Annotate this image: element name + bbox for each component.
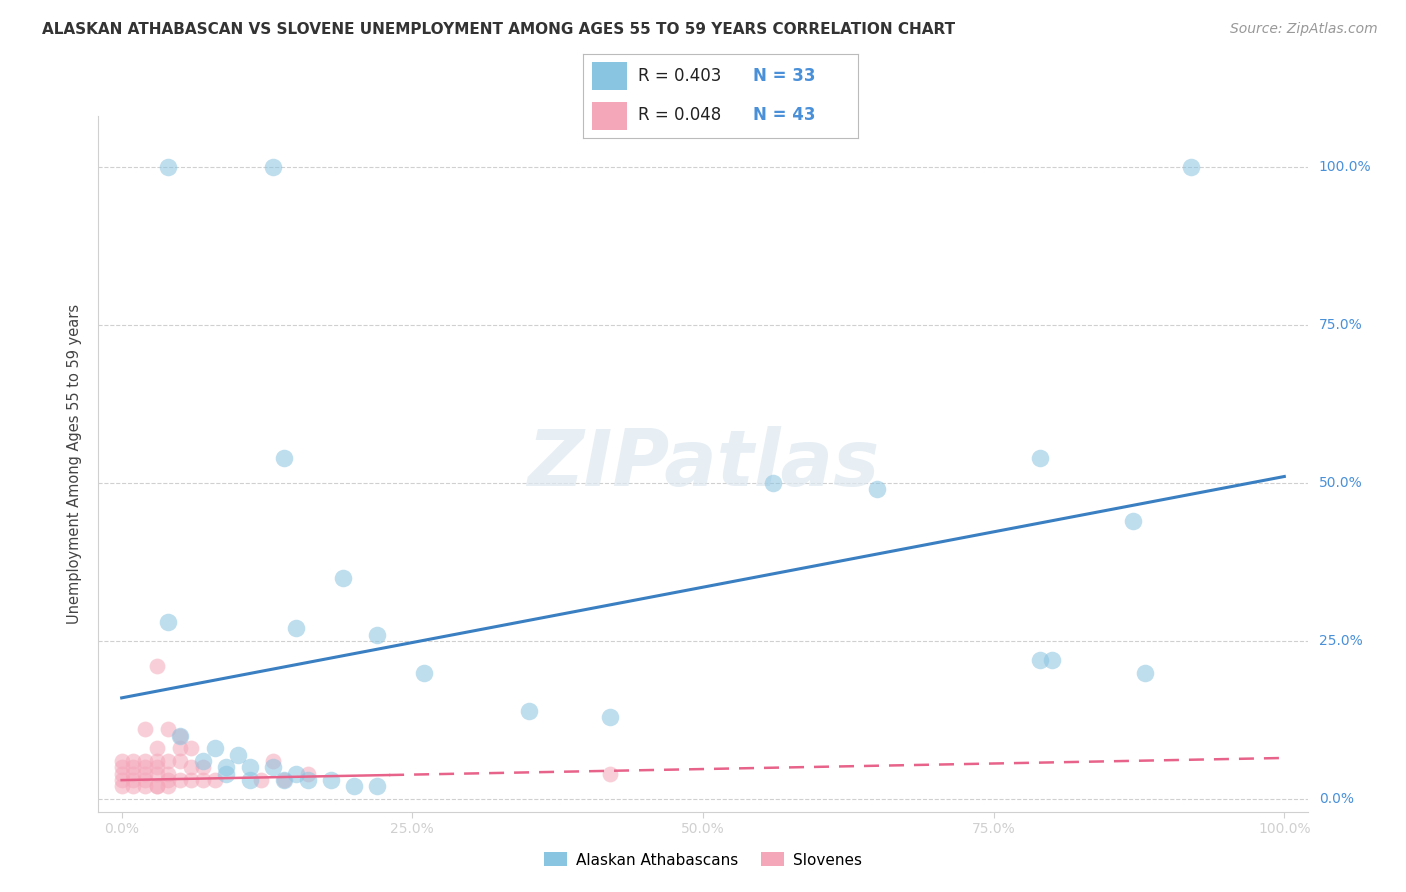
Point <box>180 773 202 788</box>
Point <box>262 754 284 768</box>
Point <box>134 773 156 788</box>
Text: ZIPatlas: ZIPatlas <box>527 425 879 502</box>
Point <box>157 615 180 629</box>
Text: N = 43: N = 43 <box>754 106 815 124</box>
Text: 25.0%: 25.0% <box>1319 634 1362 648</box>
Point <box>169 729 191 743</box>
Point <box>1180 160 1202 174</box>
Point <box>239 773 262 788</box>
Point <box>239 760 262 774</box>
Text: N = 33: N = 33 <box>754 67 815 85</box>
Legend: Alaskan Athabascans, Slovenes: Alaskan Athabascans, Slovenes <box>537 847 869 873</box>
Point <box>1029 653 1052 667</box>
Point <box>762 475 785 490</box>
Y-axis label: Unemployment Among Ages 55 to 59 years: Unemployment Among Ages 55 to 59 years <box>67 304 83 624</box>
Point <box>145 766 167 780</box>
Point <box>169 729 191 743</box>
Point <box>250 773 273 788</box>
Point <box>319 773 342 788</box>
Point <box>180 760 202 774</box>
Point <box>226 747 249 762</box>
Point <box>122 760 145 774</box>
Point <box>1029 450 1052 465</box>
Point <box>599 710 621 724</box>
Point <box>204 773 226 788</box>
Point <box>145 780 167 794</box>
FancyBboxPatch shape <box>592 102 627 130</box>
Point <box>169 773 191 788</box>
Point <box>180 741 202 756</box>
Point <box>191 760 214 774</box>
Point <box>215 760 238 774</box>
Point <box>1133 665 1156 680</box>
Point <box>157 766 180 780</box>
Point <box>134 723 156 737</box>
Point <box>285 621 308 635</box>
Point <box>191 773 214 788</box>
Text: 100.0%: 100.0% <box>1319 160 1371 174</box>
Point <box>297 766 319 780</box>
Point <box>366 780 388 794</box>
Point <box>866 482 889 496</box>
Point <box>273 773 295 788</box>
Point <box>262 160 284 174</box>
Text: ALASKAN ATHABASCAN VS SLOVENE UNEMPLOYMENT AMONG AGES 55 TO 59 YEARS CORRELATION: ALASKAN ATHABASCAN VS SLOVENE UNEMPLOYME… <box>42 22 955 37</box>
Point <box>134 780 156 794</box>
Point <box>134 754 156 768</box>
Text: 50.0%: 50.0% <box>1319 475 1362 490</box>
Text: 75.0%: 75.0% <box>1319 318 1362 332</box>
Point <box>297 773 319 788</box>
Point <box>285 766 308 780</box>
Point <box>599 766 621 780</box>
Point <box>273 773 295 788</box>
Point <box>111 780 134 794</box>
Point <box>204 741 226 756</box>
Point <box>145 659 167 673</box>
Point <box>111 754 134 768</box>
Point <box>413 665 436 680</box>
Point <box>122 773 145 788</box>
Point <box>157 780 180 794</box>
Point <box>517 704 540 718</box>
Point <box>215 766 238 780</box>
Point <box>111 773 134 788</box>
Point <box>111 766 134 780</box>
Point <box>157 160 180 174</box>
Point <box>169 754 191 768</box>
Text: R = 0.403: R = 0.403 <box>638 67 721 85</box>
Point <box>145 760 167 774</box>
Point <box>1122 514 1144 528</box>
Point <box>134 760 156 774</box>
Point <box>122 766 145 780</box>
Point <box>145 741 167 756</box>
Point <box>157 773 180 788</box>
Text: 0.0%: 0.0% <box>1319 792 1354 806</box>
Point <box>145 780 167 794</box>
Point <box>122 754 145 768</box>
Point <box>111 760 134 774</box>
Point <box>169 741 191 756</box>
Point <box>366 627 388 641</box>
Point <box>273 450 295 465</box>
Text: R = 0.048: R = 0.048 <box>638 106 721 124</box>
Point <box>191 754 214 768</box>
Point <box>157 723 180 737</box>
Point <box>332 571 354 585</box>
Point <box>145 754 167 768</box>
Point <box>157 754 180 768</box>
Point <box>343 780 366 794</box>
FancyBboxPatch shape <box>592 62 627 90</box>
Point <box>122 780 145 794</box>
Point <box>262 760 284 774</box>
Point <box>134 766 156 780</box>
Point <box>1040 653 1063 667</box>
Text: Source: ZipAtlas.com: Source: ZipAtlas.com <box>1230 22 1378 37</box>
